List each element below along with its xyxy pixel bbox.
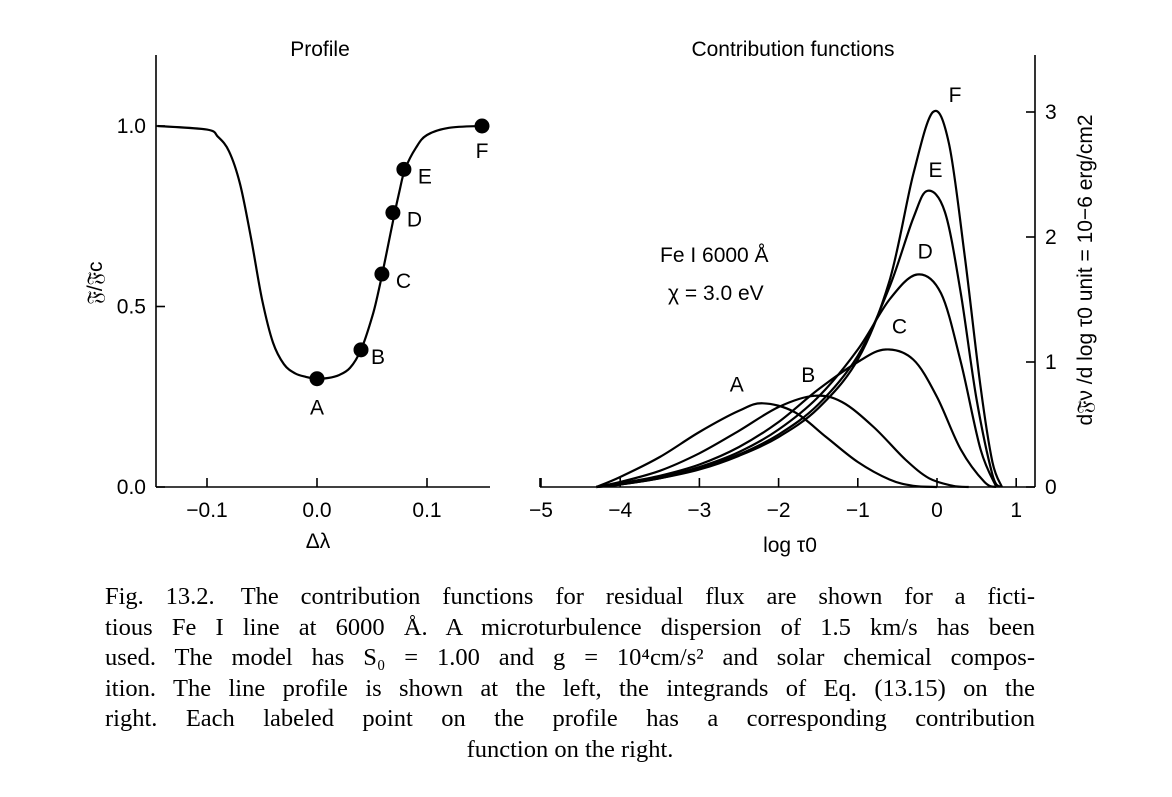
profile-y-tick-label: 0.0 <box>117 476 146 499</box>
contribution-curve-f <box>596 109 1003 489</box>
figure-number: Fig. 13.2. <box>105 583 215 610</box>
contribution-curve-label-b: B <box>801 364 815 387</box>
profile-x-tick-label: −0.1 <box>186 499 227 522</box>
profile-point-label-f: F <box>476 140 489 163</box>
profile-ticks: −0.1 0.0 0.1 0.0 0.5 1.0 <box>117 115 442 522</box>
contribution-x-tick-label: −4 <box>608 499 632 522</box>
profile-point-label-e: E <box>418 165 432 188</box>
contribution-title: Contribution functions <box>691 38 894 61</box>
contribution-curve-label-d: D <box>918 241 933 264</box>
contribution-curve-b <box>596 394 969 489</box>
profile-point-f <box>474 118 490 134</box>
contribution-curve-label-f: F <box>949 84 962 107</box>
contribution-x-tick-label: −5 <box>529 499 553 522</box>
contribution-curve-label-e: E <box>928 159 942 182</box>
contribution-x-tick-label: 1 <box>1010 499 1022 522</box>
profile-y-tick-label: 0.5 <box>117 296 146 319</box>
profile-y-tick-label: 1.0 <box>117 115 146 138</box>
profile-y-label: 𝔉̃/𝔉̃c <box>84 262 107 305</box>
profile-point-label-d: D <box>407 209 422 232</box>
contribution-y-tick-label: 3 <box>1045 101 1057 124</box>
caption-line-4: ition. The line profile is shown at the … <box>105 674 1035 702</box>
contribution-y-label: d𝔉̃ν /d log τ0 unit = 10−6 erg/cm2 <box>1074 114 1097 425</box>
profile-points: A B C DE F <box>309 118 490 420</box>
profile-title: Profile <box>290 38 350 61</box>
caption-line-1: Fig. 13.2. The contribution functions for… <box>105 582 1035 613</box>
profile-x-tick-label: 0.1 <box>412 499 441 522</box>
profile-point-b <box>353 342 369 358</box>
profile-x-label: Δλ <box>306 530 331 553</box>
contribution-x-label: log τ0 <box>763 534 817 557</box>
contribution-y-tick-label: 1 <box>1045 351 1057 374</box>
contribution-curve-label-c: C <box>892 316 907 339</box>
profile-point-label-b: B <box>371 346 385 369</box>
contribution-curve-a <box>595 402 938 489</box>
contribution-x-tick-label: −2 <box>767 499 791 522</box>
caption-line-2: tious Fe I line at 6000 Å. A microturbul… <box>105 613 1035 641</box>
contribution-x-tick-label: 0 <box>931 499 943 522</box>
contribution-curves: A B C D E F <box>595 84 1003 489</box>
contribution-x-tick-label: −1 <box>846 499 870 522</box>
species-annotation: Fe I 6000 Å <box>660 244 769 267</box>
profile-point-e <box>396 161 412 177</box>
figure-caption: Fig. 13.2. The contribution functions for… <box>105 582 1035 765</box>
profile-x-tick-label: 0.0 <box>302 499 331 522</box>
profile-point-a <box>309 371 325 387</box>
contribution-y-tick-label: 0 <box>1045 476 1057 499</box>
profile-point-label-a: A <box>310 397 324 420</box>
excitation-annotation: χ = 3.0 eV <box>668 282 764 305</box>
profile-point-label-c: C <box>396 270 411 293</box>
caption-line-6: function on the right. <box>466 735 674 763</box>
caption-line-5: right. Each labeled point on the profile… <box>105 705 1035 732</box>
caption-line-3: used. The model has S₀ = 1.00 and g = 10… <box>105 644 1035 671</box>
contribution-curve-c <box>596 348 997 489</box>
contribution-curve-d <box>596 273 998 489</box>
profile-point-d <box>385 205 401 221</box>
contribution-curve-e <box>596 189 1002 489</box>
profile-point-c <box>374 266 390 282</box>
profile-curve <box>157 124 483 380</box>
profile-panel: Profile −0.1 0.0 0.1 0.0 0.5 1.0 A B C DE F Δλ 𝔉̃… <box>84 38 490 553</box>
caption-text-1: The contribution functions for residual … <box>240 583 1035 610</box>
contribution-panel: Contribution functions −5 −4 −3 −2 −1 0 10123 … <box>529 38 1097 557</box>
contribution-x-tick-label: −3 <box>687 499 711 522</box>
contribution-y-tick-label: 2 <box>1045 226 1057 249</box>
contribution-curve-label-a: A <box>730 373 744 396</box>
